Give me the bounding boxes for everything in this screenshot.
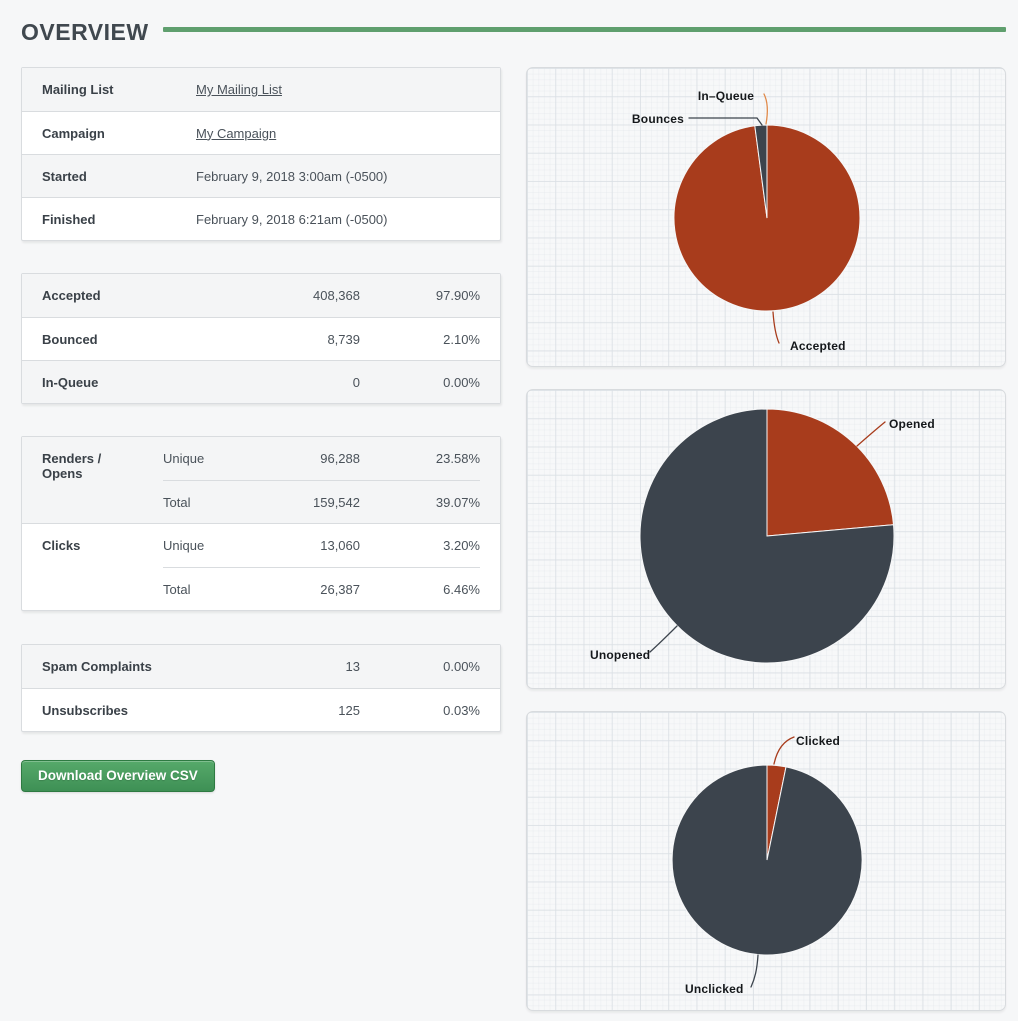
table-row: Unsubscribes 125 0.03% <box>22 688 500 731</box>
row-percent: 2.10% <box>443 331 480 347</box>
renders-opens-group: Renders / Opens Unique 96,288 23.58% Tot… <box>22 437 500 523</box>
header-rule <box>162 26 1006 32</box>
clicks-group: Clicks Unique 13,060 3.20% Total 26,387 … <box>22 523 500 610</box>
row-percent: 0.03% <box>443 702 480 718</box>
pie-leader-in–queue <box>763 93 768 125</box>
charts-column: Accepted Bounces In–Queue Opened Unopened C… <box>526 67 1006 1021</box>
row-label: Spam Complaints <box>42 659 152 674</box>
clicks-pie-svg: Clicked Unclicked <box>671 734 863 996</box>
complaints-stats-table: Spam Complaints 13 0.00% Unsubscribes 12… <box>21 644 501 732</box>
page-title: OVERVIEW <box>21 18 149 45</box>
pie-leader-unclicked <box>750 954 759 988</box>
pie-label-unclicked: Unclicked <box>685 982 744 996</box>
table-row: Accepted 408,368 97.90% <box>22 274 500 317</box>
table-row: Unique 13,060 3.20% <box>163 524 480 567</box>
pie-label-opened: Opened <box>889 417 935 431</box>
row-label: Finished <box>42 211 96 227</box>
campaign-info-table: Mailing List My Mailing List Campaign My… <box>21 67 501 241</box>
table-row: Campaign My Campaign <box>22 111 500 154</box>
mailing-list-link[interactable]: My Mailing List <box>196 82 282 97</box>
group-label: Renders / Opens <box>42 451 102 481</box>
delivery-pie-chart: Accepted Bounces In–Queue <box>526 67 1006 367</box>
row-value: 159,542 <box>313 494 360 510</box>
page-header: OVERVIEW <box>21 18 1006 46</box>
pie-slice-opened <box>766 408 895 537</box>
row-label: Campaign <box>42 125 105 141</box>
row-value: 408,368 <box>313 288 360 303</box>
pie-leader-accepted <box>772 311 780 344</box>
delivery-stats-table: Accepted 408,368 97.90% Bounced 8,739 2.… <box>21 273 501 404</box>
opens-pie-svg: Opened Unopened <box>590 408 935 664</box>
finished-timestamp: February 9, 2018 6:21am (-0500) <box>196 211 388 227</box>
row-percent: 0.00% <box>443 374 480 390</box>
table-row: Started February 9, 2018 3:00am (-0500) <box>22 154 500 197</box>
pie-label-clicked: Clicked <box>796 734 840 748</box>
table-row: In-Queue 0 0.00% <box>22 360 500 403</box>
pie-label-in–queue: In–Queue <box>698 89 754 103</box>
table-row: Bounced 8,739 2.10% <box>22 317 500 360</box>
delivery-pie-svg: Accepted Bounces In–Queue <box>632 89 861 353</box>
row-value: 26,387 <box>320 581 360 597</box>
row-label: Mailing List <box>42 82 114 97</box>
pie-label-accepted: Accepted <box>790 339 846 353</box>
row-percent: 6.46% <box>443 581 480 597</box>
row-value: 96,288 <box>320 451 360 466</box>
table-row: Finished February 9, 2018 6:21am (-0500) <box>22 197 500 240</box>
row-label: Unsubscribes <box>42 702 128 718</box>
pie-slice-unclicked <box>671 764 863 956</box>
table-row: Total 159,542 39.07% <box>163 480 480 523</box>
row-value: 125 <box>338 702 360 718</box>
row-percent: 23.58% <box>435 451 480 466</box>
table-row: Unique 96,288 23.58% <box>163 437 480 480</box>
pie-slice-unopened <box>639 408 895 664</box>
engagement-stats-table: Renders / Opens Unique 96,288 23.58% Tot… <box>21 436 501 611</box>
row-sublabel: Total <box>163 494 191 510</box>
row-value: 13,060 <box>320 538 360 553</box>
row-label: Bounced <box>42 331 98 347</box>
opens-pie-chart: Opened Unopened <box>526 389 1006 689</box>
row-sublabel: Unique <box>163 451 205 466</box>
content-columns: Mailing List My Mailing List Campaign My… <box>21 67 1006 1021</box>
row-sublabel: Total <box>163 581 191 597</box>
row-percent: 39.07% <box>435 494 480 510</box>
pie-leader-unopened <box>649 625 678 653</box>
row-percent: 0.00% <box>443 659 480 674</box>
pie-label-bounces: Bounces <box>632 112 684 126</box>
row-label: Accepted <box>42 288 101 303</box>
download-overview-csv-button[interactable]: Download Overview CSV <box>21 760 215 792</box>
campaign-link[interactable]: My Campaign <box>196 125 277 141</box>
pie-slice-bounces <box>754 124 768 219</box>
row-percent: 3.20% <box>443 538 480 553</box>
pie-label-unopened: Unopened <box>590 648 650 662</box>
row-label: Started <box>42 168 87 184</box>
table-row: Total 26,387 6.46% <box>163 567 480 610</box>
row-value: 13 <box>345 659 360 674</box>
row-label: In-Queue <box>42 374 99 390</box>
row-value: 8,739 <box>327 331 360 347</box>
row-value: 0 <box>352 374 360 390</box>
row-sublabel: Unique <box>163 538 205 553</box>
pie-leader-clicked <box>773 736 795 765</box>
group-label: Clicks <box>42 538 81 553</box>
clicks-pie-chart: Clicked Unclicked <box>526 711 1006 1011</box>
started-timestamp: February 9, 2018 3:00am (-0500) <box>196 168 388 184</box>
pie-leader-opened <box>856 421 886 447</box>
table-row: Spam Complaints 13 0.00% <box>22 645 500 688</box>
row-percent: 97.90% <box>435 288 480 303</box>
pie-leader-bounces <box>688 117 763 126</box>
stats-column: Mailing List My Mailing List Campaign My… <box>21 67 501 1021</box>
table-row: Mailing List My Mailing List <box>22 68 500 111</box>
